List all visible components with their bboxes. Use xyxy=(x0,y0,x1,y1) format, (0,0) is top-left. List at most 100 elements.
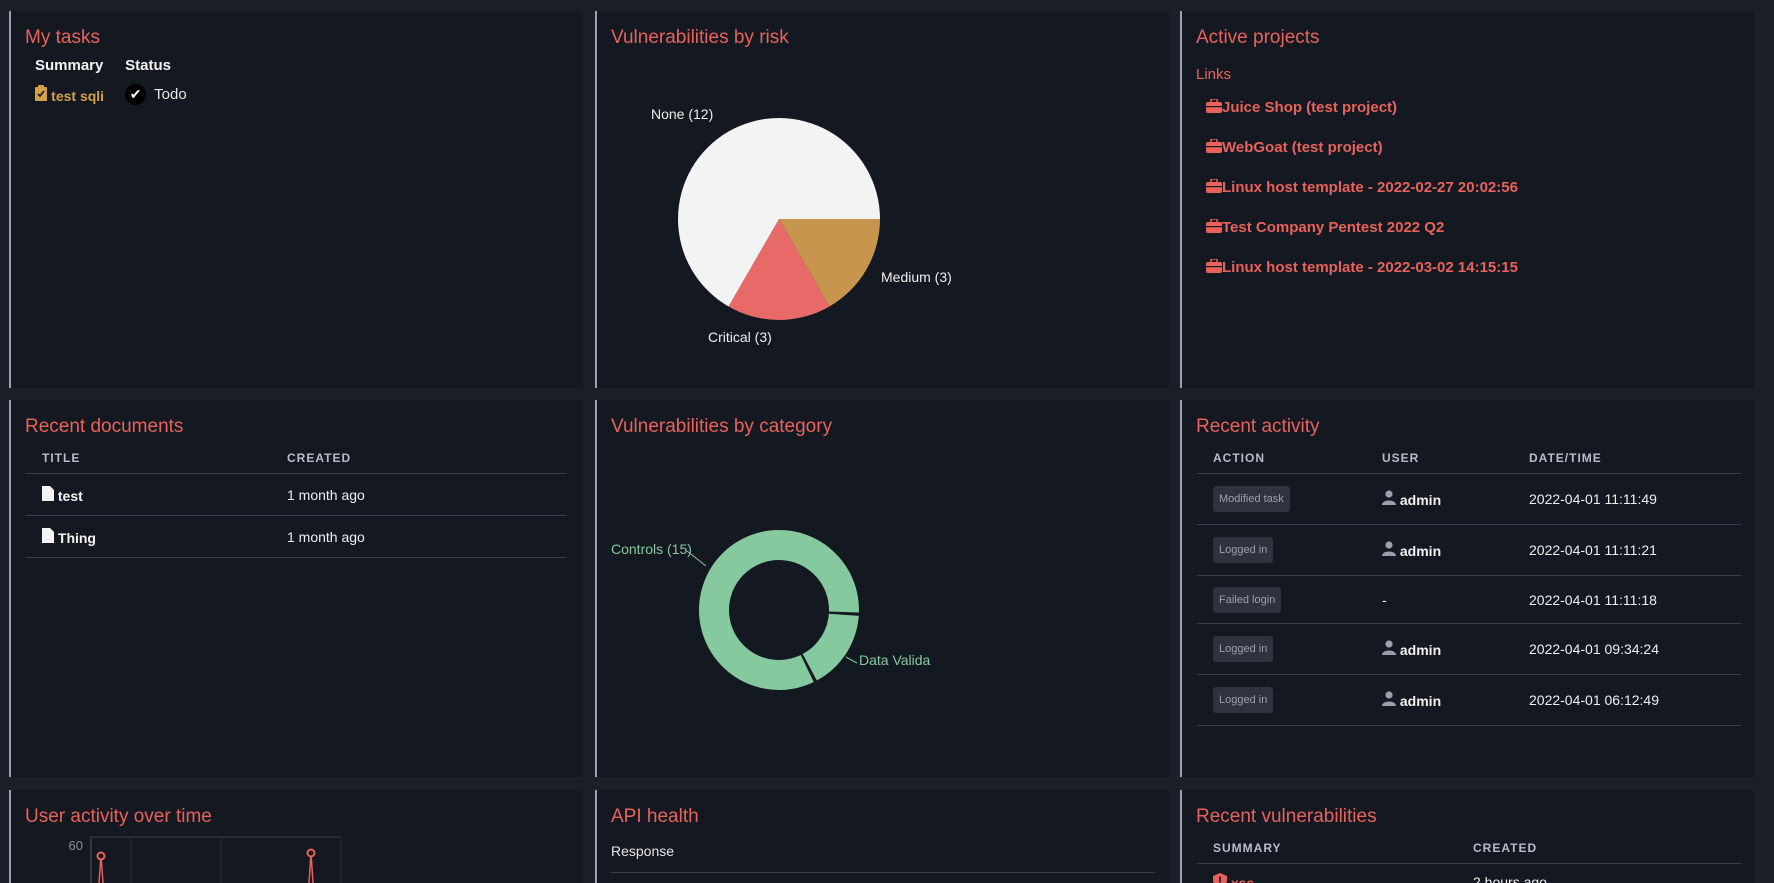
project-item[interactable]: WebGoat (test project) xyxy=(1206,138,1518,179)
action-badge: Failed login xyxy=(1213,586,1282,613)
activity-datetime: 2022-04-01 11:11:21 xyxy=(1513,524,1741,576)
pie-slice-data-valida[interactable] xyxy=(802,613,859,681)
label-leader-line xyxy=(686,550,707,567)
col-summary: SUMMARY xyxy=(1197,833,1457,864)
recent-documents-title: Recent documents xyxy=(25,416,184,437)
file-icon xyxy=(42,527,54,546)
col-created: CREATED xyxy=(271,443,566,474)
project-link: Linux host template - 2022-02-27 20:02:5… xyxy=(1222,179,1518,196)
col-datetime: DATE/TIME xyxy=(1513,443,1741,474)
slice-label: Critical (3) xyxy=(708,329,772,345)
file-icon xyxy=(42,485,54,504)
vuln-category-title: Vulnerabilities by category xyxy=(611,416,833,437)
col-summary: Summary xyxy=(35,57,104,74)
table-row: Failed login - 2022-04-01 11:11:18 xyxy=(1197,575,1741,624)
col-title: TITLE xyxy=(26,443,271,474)
project-item[interactable]: Test Company Pentest 2022 Q2 xyxy=(1206,218,1518,259)
user-name[interactable]: admin xyxy=(1399,543,1442,559)
active-projects-panel: Active projects Links Juice Shop (test p… xyxy=(1180,11,1754,388)
user-name[interactable]: admin xyxy=(1399,492,1442,508)
doc-created: 1 month ago xyxy=(271,515,566,558)
project-item[interactable]: Linux host template - 2022-03-02 14:15:1… xyxy=(1206,258,1518,299)
table-row[interactable]: xss 2 hours ago xyxy=(1197,864,1741,883)
api-health-title: API health xyxy=(611,806,699,827)
slice-label: Data Valida xyxy=(859,652,931,668)
briefcase-icon xyxy=(1206,258,1222,278)
user-icon xyxy=(1382,490,1396,508)
project-link: Linux host template - 2022-03-02 14:15:1… xyxy=(1222,259,1518,276)
slice-label: Medium (3) xyxy=(881,269,952,285)
action-badge: Modified task xyxy=(1213,486,1290,512)
tasks-table: Summary Status test sqli ✔ Todo xyxy=(29,55,193,107)
response-label: Response xyxy=(611,843,675,859)
doc-title: test xyxy=(57,487,83,504)
pie-slice-critical[interactable] xyxy=(728,219,830,320)
user-activity-title: User activity over time xyxy=(25,806,212,827)
api-health-panel: API health Response xyxy=(595,790,1169,883)
pie-slice-none[interactable] xyxy=(678,117,880,307)
data-point xyxy=(96,851,106,861)
table-row: Modified task admin 2022-04-01 11:11:49 xyxy=(1197,473,1741,525)
activity-datetime: 2022-04-01 11:11:49 xyxy=(1513,473,1741,525)
category-donut-chart: Data Valida Controls (15) xyxy=(611,530,931,690)
briefcase-icon xyxy=(1206,98,1222,118)
user-icon xyxy=(1382,541,1396,559)
label-leader-line xyxy=(845,656,858,664)
table-row[interactable]: test 1 month ago xyxy=(26,473,566,516)
data-point xyxy=(306,848,316,858)
action-badge: Logged in xyxy=(1213,687,1274,713)
project-list: Juice Shop (test project) WebGoat (test … xyxy=(1206,98,1518,299)
task-status: Todo xyxy=(154,86,187,103)
doc-created: 1 month ago xyxy=(271,473,566,516)
table-row[interactable]: Thing 1 month ago xyxy=(26,515,566,558)
slice-label: None (12) xyxy=(651,106,713,122)
project-link: WebGoat (test project) xyxy=(1222,139,1383,156)
briefcase-icon xyxy=(1206,138,1222,158)
vuln-category-panel: Vulnerabilities by category Data Valida C… xyxy=(595,400,1169,777)
activity-datetime: 2022-04-01 09:34:24 xyxy=(1513,623,1741,675)
slice-label: Controls (15) xyxy=(611,541,692,557)
y-tick-label: 60 xyxy=(69,838,83,853)
doc-title: Thing xyxy=(57,529,96,546)
my-tasks-panel: My tasks Summary Status test sqli ✔ Todo xyxy=(9,11,583,388)
activity-table: ACTION USER DATE/TIME Modified task admi… xyxy=(1197,443,1741,726)
table-row: Logged in admin 2022-04-01 09:34:24 xyxy=(1197,623,1741,675)
vuln-risk-title: Vulnerabilities by risk xyxy=(611,27,789,48)
table-row: Logged in admin 2022-04-01 11:11:21 xyxy=(1197,524,1741,576)
active-projects-title: Active projects xyxy=(1196,27,1320,48)
vuln-risk-panel: Vulnerabilities by risk Medium (3) Critic… xyxy=(595,11,1169,388)
activity-datetime: 2022-04-01 11:11:18 xyxy=(1513,575,1741,624)
action-badge: Logged in xyxy=(1213,537,1274,563)
recent-vulns-panel: Recent vulnerabilities SUMMARY CREATED x… xyxy=(1180,790,1754,883)
project-link: Juice Shop (test project) xyxy=(1222,99,1398,116)
task-link[interactable]: test sqli xyxy=(35,85,113,104)
links-label: Links xyxy=(1196,66,1232,83)
vuln-summary: xss xyxy=(1230,874,1255,883)
recent-activity-title: Recent activity xyxy=(1196,416,1320,437)
divider xyxy=(611,872,1155,873)
user-icon xyxy=(1382,640,1396,658)
clipboard-check-icon xyxy=(35,85,47,102)
user-name[interactable]: admin xyxy=(1399,642,1442,658)
vulns-table: SUMMARY CREATED xss 2 hours ago xyxy=(1197,833,1741,883)
recent-documents-panel: Recent documents TITLE CREATED test 1 mo… xyxy=(9,400,583,777)
pie-slice-medium[interactable] xyxy=(779,219,880,307)
project-item[interactable]: Linux host template - 2022-02-27 20:02:5… xyxy=(1206,178,1518,219)
pie-slice-controls[interactable] xyxy=(699,530,859,690)
user-name: - xyxy=(1382,591,1387,608)
documents-table: TITLE CREATED test 1 month ago Thing 1 m… xyxy=(26,443,566,558)
user-name[interactable]: admin xyxy=(1399,693,1442,709)
shield-alert-icon xyxy=(1213,872,1227,883)
action-badge: Logged in xyxy=(1213,636,1274,662)
recent-vulns-title: Recent vulnerabilities xyxy=(1196,806,1377,827)
project-link: Test Company Pentest 2022 Q2 xyxy=(1222,219,1445,236)
check-icon: ✔ xyxy=(125,84,147,105)
project-item[interactable]: Juice Shop (test project) xyxy=(1206,98,1518,139)
risk-pie-chart: Medium (3) Critical (3) None (12) xyxy=(651,106,952,345)
my-tasks-title: My tasks xyxy=(25,27,100,48)
briefcase-icon xyxy=(1206,218,1222,238)
user-activity-panel: User activity over time 60 xyxy=(9,790,583,883)
user-activity-chart: 60 xyxy=(69,836,342,883)
briefcase-icon xyxy=(1206,178,1222,198)
activity-datetime: 2022-04-01 06:12:49 xyxy=(1513,674,1741,726)
